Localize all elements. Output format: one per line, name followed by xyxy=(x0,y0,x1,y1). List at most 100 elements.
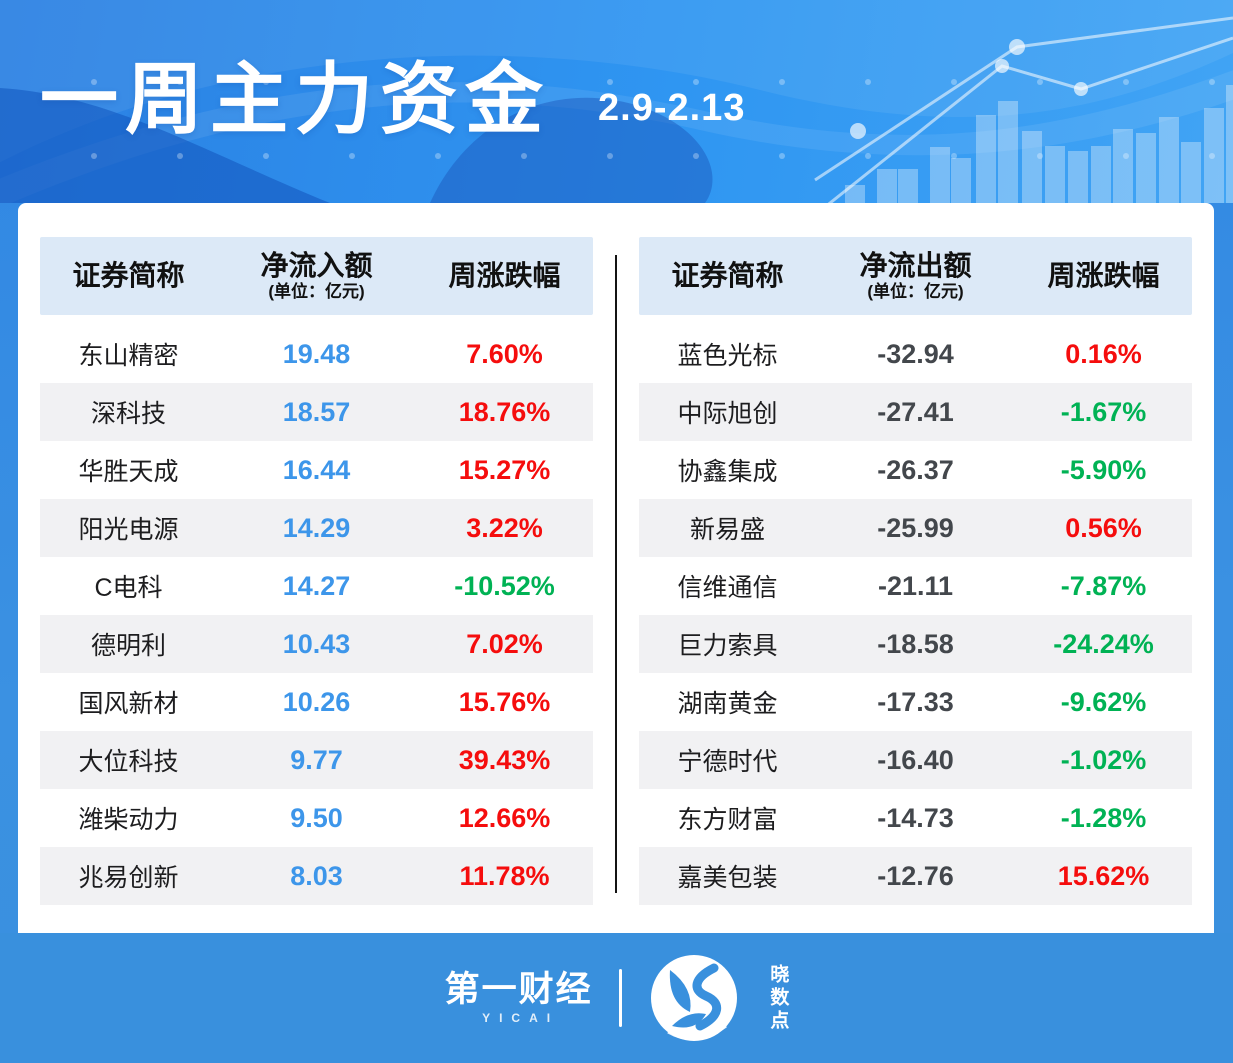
column-weekly-change: 周涨跌幅 xyxy=(1047,260,1160,292)
stock-name: 蓝色光标 xyxy=(677,342,778,370)
weekly-change: -1.28% xyxy=(1060,802,1147,833)
page-title: 一周主力资金 xyxy=(40,55,551,143)
stock-name: 协鑫集成 xyxy=(677,458,778,486)
flow-value: 14.29 xyxy=(282,512,351,543)
table-row: 嘉美包装 -12.76 15.62% xyxy=(639,847,1192,905)
flow-value: -18.58 xyxy=(877,628,954,659)
table-row: 宁德时代 -16.40 -1.02% xyxy=(639,731,1192,789)
content-card: 证券简称 净流入额 (单位：亿元) 周涨跌幅 东山精密 19.48 7.60% … xyxy=(18,203,1214,933)
table-row: 新易盛 -25.99 0.56% xyxy=(639,499,1192,557)
table-row: 兆易创新 8.03 11.78% xyxy=(40,847,593,905)
column-stock-name: 证券简称 xyxy=(671,260,784,292)
column-net-inflow: 净流入额 (单位：亿元) xyxy=(217,249,416,302)
stock-name: 信维通信 xyxy=(677,574,778,602)
table-row: 深科技 18.57 18.76% xyxy=(40,383,593,441)
flow-value: -16.40 xyxy=(877,744,954,775)
weekly-change: 3.22% xyxy=(466,512,543,543)
flow-value: 18.57 xyxy=(282,396,351,427)
flow-value: 8.03 xyxy=(290,860,343,891)
flow-value: 19.48 xyxy=(282,338,351,369)
weekly-change: 7.60% xyxy=(466,338,543,369)
stock-name: 宁德时代 xyxy=(677,748,778,776)
flow-value: 16.44 xyxy=(282,454,351,485)
table-row: 阳光电源 14.29 3.22% xyxy=(40,499,593,557)
flow-value: 14.27 xyxy=(282,570,351,601)
table-divider xyxy=(615,255,617,893)
table-row: 中际旭创 -27.41 -1.67% xyxy=(639,383,1192,441)
flow-value: 9.77 xyxy=(290,744,343,775)
outflow-table-header: 证券简称 净流出额 (单位：亿元) 周涨跌幅 xyxy=(639,237,1192,315)
stock-name: 巨力索具 xyxy=(677,632,778,660)
flow-value: 10.43 xyxy=(282,628,351,659)
stock-name: 兆易创新 xyxy=(78,864,179,892)
column-stock-name: 证券简称 xyxy=(72,260,185,292)
flow-value: -17.33 xyxy=(877,686,954,717)
stock-name: 国风新材 xyxy=(78,690,179,718)
weekly-change: 39.43% xyxy=(458,744,551,775)
weekly-change: -5.90% xyxy=(1060,454,1147,485)
flow-value: -25.99 xyxy=(877,512,954,543)
table-row: 潍柴动力 9.50 12.66% xyxy=(40,789,593,847)
weekly-change: -7.87% xyxy=(1060,570,1147,601)
stock-name: 东山精密 xyxy=(78,342,179,370)
stock-name: 中际旭创 xyxy=(677,400,778,428)
column-unit-label: (单位：亿元) xyxy=(867,282,964,302)
stock-name: 嘉美包装 xyxy=(677,864,778,892)
stock-name: 阳光电源 xyxy=(78,516,179,544)
stock-name: 新易盛 xyxy=(689,516,765,544)
header-banner: 一周主力资金 2.9-2.13 xyxy=(0,0,1233,203)
inflow-table-rows: 东山精密 19.48 7.60% 深科技 18.57 18.76% 华胜天成 1… xyxy=(40,325,593,905)
table-row: 东方财富 -14.73 -1.28% xyxy=(639,789,1192,847)
outflow-table: 证券简称 净流出额 (单位：亿元) 周涨跌幅 蓝色光标 -32.94 0.16%… xyxy=(639,237,1192,933)
weekly-change: 15.62% xyxy=(1057,860,1150,891)
flow-value: -21.11 xyxy=(877,570,954,601)
table-row: 协鑫集成 -26.37 -5.90% xyxy=(639,441,1192,499)
header-decoration-graphic xyxy=(0,0,1233,203)
weekly-change: -10.52% xyxy=(454,570,555,601)
weekly-change: 15.76% xyxy=(458,686,551,717)
yicai-logo-subtext: YICAI xyxy=(482,1010,560,1025)
column-weekly-change: 周涨跌幅 xyxy=(448,260,561,292)
flow-value: -32.94 xyxy=(877,338,954,369)
flow-value: 10.26 xyxy=(282,686,351,717)
table-row: C电科 14.27 -10.52% xyxy=(40,557,593,615)
flow-value: -27.41 xyxy=(877,396,954,427)
date-range-label: 2.9-2.13 xyxy=(598,87,746,129)
footer-bar: 第一财经 YICAI 晓数点 xyxy=(0,933,1233,1063)
flow-value: 9.50 xyxy=(290,802,343,833)
flow-value: -12.76 xyxy=(877,860,954,891)
weekly-change: -24.24% xyxy=(1053,628,1154,659)
table-row: 国风新材 10.26 15.76% xyxy=(40,673,593,731)
weekly-change: 12.66% xyxy=(458,802,551,833)
flow-value: -14.73 xyxy=(877,802,954,833)
table-row: 蓝色光标 -32.94 0.16% xyxy=(639,325,1192,383)
footer-divider xyxy=(618,969,622,1027)
stock-name: 东方财富 xyxy=(677,806,778,834)
stock-name: 大位科技 xyxy=(78,748,179,776)
yicai-logo-text: 第一财经 xyxy=(444,969,593,1009)
inflow-table-header: 证券简称 净流入额 (单位：亿元) 周涨跌幅 xyxy=(40,237,593,315)
table-row: 华胜天成 16.44 15.27% xyxy=(40,441,593,499)
column-net-inflow-label: 净流入额 xyxy=(260,249,373,281)
weekly-change: -9.62% xyxy=(1060,686,1147,717)
stock-name: 潍柴动力 xyxy=(78,806,179,834)
table-row: 巨力索具 -18.58 -24.24% xyxy=(639,615,1192,673)
yicai-logo: 第一财经 YICAI xyxy=(445,972,593,1025)
weekly-change: 7.02% xyxy=(466,628,543,659)
stock-name: 湖南黄金 xyxy=(677,690,778,718)
table-row: 大位科技 9.77 39.43% xyxy=(40,731,593,789)
stock-name: 深科技 xyxy=(90,400,166,428)
stock-name: 华胜天成 xyxy=(78,458,179,486)
column-unit-label: (单位：亿元) xyxy=(268,282,365,302)
weekly-change: -1.02% xyxy=(1060,744,1147,775)
inflow-table: 证券简称 净流入额 (单位：亿元) 周涨跌幅 东山精密 19.48 7.60% … xyxy=(40,237,593,933)
xiaoshudian-logo-icon xyxy=(650,955,737,1041)
xiaoshudian-label: 晓数点 xyxy=(767,963,789,1033)
table-row: 湖南黄金 -17.33 -9.62% xyxy=(639,673,1192,731)
table-row: 东山精密 19.48 7.60% xyxy=(40,325,593,383)
table-row: 信维通信 -21.11 -7.87% xyxy=(639,557,1192,615)
outflow-table-rows: 蓝色光标 -32.94 0.16% 中际旭创 -27.41 -1.67% 协鑫集… xyxy=(639,325,1192,905)
weekly-change: 11.78% xyxy=(459,860,550,891)
stock-name: C电科 xyxy=(94,574,163,602)
stock-name: 德明利 xyxy=(90,632,166,660)
